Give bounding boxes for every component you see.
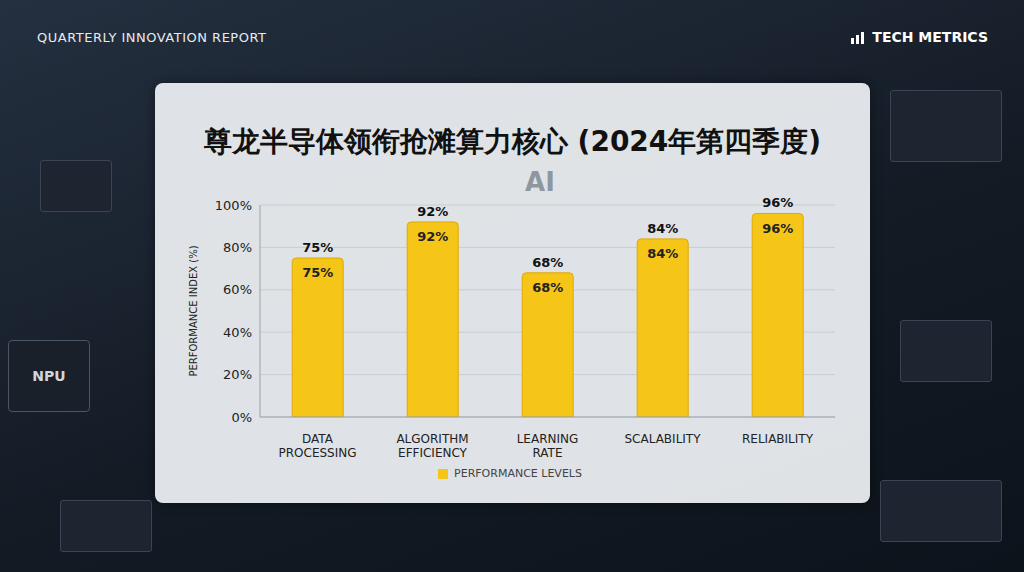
svg-text:96%: 96% — [762, 195, 793, 210]
svg-text:SCALABILITY: SCALABILITY — [624, 432, 701, 446]
svg-text:84%: 84% — [647, 221, 678, 236]
svg-text:DATAPROCESSING: DATAPROCESSING — [278, 432, 356, 460]
html-text:TECH METRICS: TECH METRICS — [872, 29, 988, 45]
svg-text:80%: 80% — [223, 240, 252, 255]
svg-text:75%: 75% — [302, 265, 333, 280]
svg-text:ALGORITHMEFFICIENCY: ALGORITHMEFFICIENCY — [396, 432, 468, 460]
svg-text:60%: 60% — [223, 282, 252, 297]
svg-text:0%: 0% — [231, 410, 252, 425]
svg-text:100%: 100% — [215, 198, 252, 213]
svg-text:68%: 68% — [532, 280, 563, 295]
svg-text:96%: 96% — [762, 221, 793, 236]
svg-text:92%: 92% — [417, 229, 448, 244]
svg-text:LEARNINGRATE: LEARNINGRATE — [517, 432, 579, 460]
svg-text:92%: 92% — [417, 204, 448, 219]
svg-text:RELIABILITY: RELIABILITY — [742, 432, 814, 446]
svg-text:20%: 20% — [223, 367, 252, 382]
html-text:AI: AI — [525, 167, 555, 197]
html-text:QUARTERLY INNOVATION REPORT: QUARTERLY INNOVATION REPORT — [37, 30, 267, 45]
html-text:PERFORMANCE LEVELS: PERFORMANCE LEVELS — [454, 467, 582, 480]
html-text:NPU: NPU — [32, 368, 66, 384]
svg-text:40%: 40% — [223, 325, 252, 340]
svg-text:68%: 68% — [532, 255, 563, 270]
html-text:尊龙半导体领衔抢滩算力核心 (2024年第四季度): 尊龙半导体领衔抢滩算力核心 (2024年第四季度) — [203, 125, 822, 158]
svg-text:75%: 75% — [302, 240, 333, 255]
svg-text:PERFORMANCE INDEX (%): PERFORMANCE INDEX (%) — [188, 245, 199, 376]
svg-text:84%: 84% — [647, 246, 678, 261]
